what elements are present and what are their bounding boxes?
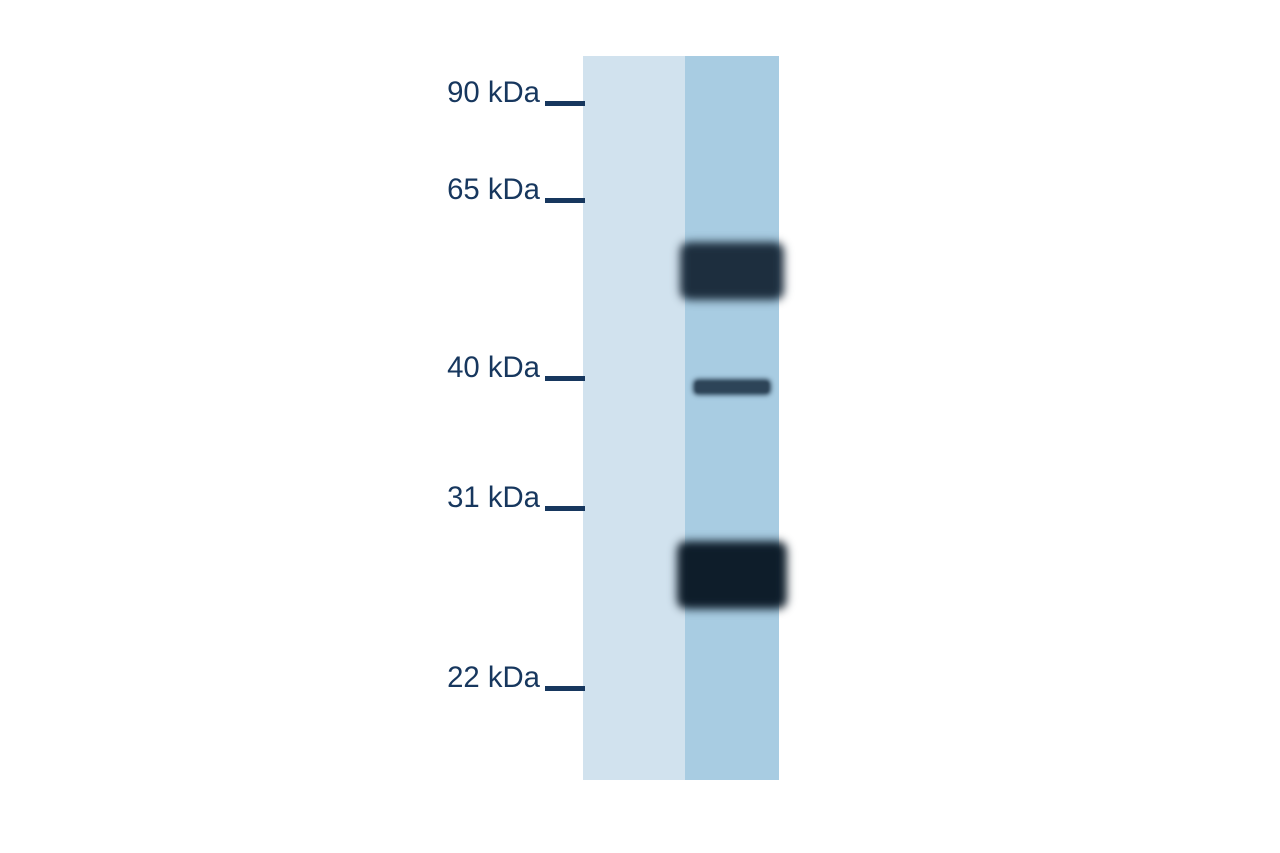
mw-tick — [545, 198, 585, 203]
mw-label: 40 kDa — [0, 351, 540, 385]
mw-label: 31 kDa — [0, 481, 540, 515]
mw-tick — [545, 686, 585, 691]
mw-tick — [545, 101, 585, 106]
blot-figure: 90 kDa 65 kDa 40 kDa 31 kDa 22 kDa — [0, 0, 1280, 853]
protein-band — [689, 251, 775, 291]
protein-band — [695, 381, 769, 393]
mw-label: 65 kDa — [0, 173, 540, 207]
blot-background-left — [583, 56, 685, 780]
protein-band — [687, 551, 777, 599]
mw-label: 90 kDa — [0, 76, 540, 110]
mw-tick — [545, 376, 585, 381]
mw-label: 22 kDa — [0, 661, 540, 695]
mw-tick — [545, 506, 585, 511]
sample-lane — [685, 56, 779, 780]
